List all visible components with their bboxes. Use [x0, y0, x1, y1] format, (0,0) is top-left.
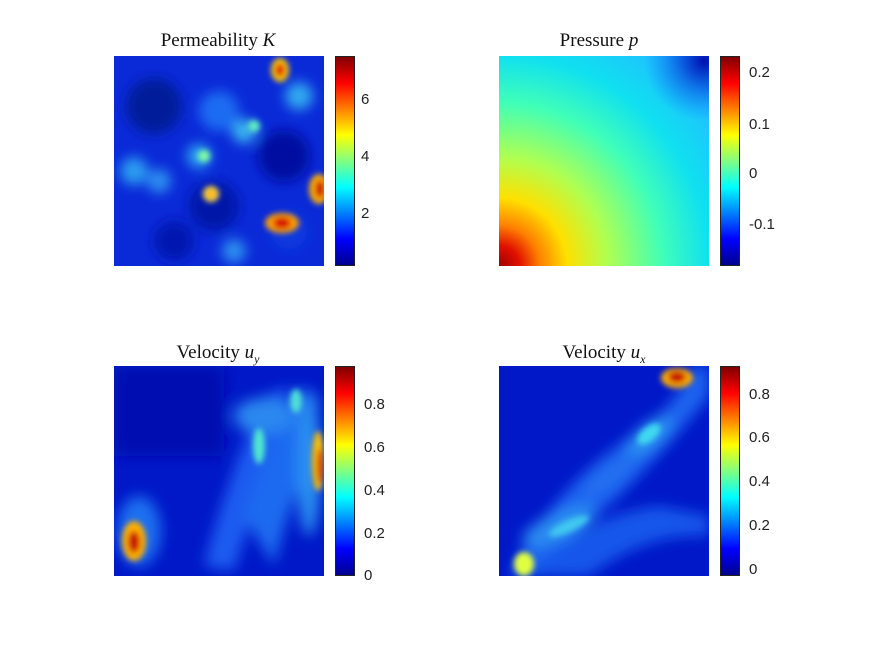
colorbar-velocity-ux — [720, 366, 740, 576]
title-subscript: y — [254, 351, 260, 366]
heatmap-permeability — [114, 56, 324, 266]
cbar-tick-0: 0 — [364, 567, 373, 584]
cbar-tick-0.4: 0.4 — [749, 473, 770, 490]
cbar-tick-6: 6 — [361, 91, 370, 108]
chart-title-velocity-ux: Velocity ux — [484, 342, 724, 367]
chart-title-velocity-uy: Velocity uy — [98, 342, 338, 367]
colorbar-velocity-uy — [335, 366, 355, 576]
title-symbol: uy — [244, 342, 260, 366]
chart-title-permeability: Permeability K — [98, 30, 338, 52]
cbar-tick-0.6: 0.6 — [364, 439, 385, 456]
cbar-tick-0: 0 — [749, 165, 758, 182]
heatmap-velocity-uy — [114, 366, 324, 576]
cbar-tick-0.2: 0.2 — [749, 517, 770, 534]
cbar-tick-2: 2 — [361, 205, 370, 222]
title-text: Pressure — [559, 30, 625, 51]
title-symbol: ux — [630, 342, 646, 366]
title-text: Permeability — [160, 30, 258, 51]
cbar-tick-0.8: 0.8 — [364, 396, 385, 413]
cbar-tick-0.2: 0.2 — [364, 525, 385, 542]
cbar-tick-0.1: 0.1 — [749, 116, 770, 133]
cbar-tick-0: 0 — [749, 561, 758, 578]
heatmap-velocity-ux — [499, 366, 709, 576]
heatmap-pressure — [499, 56, 709, 266]
chart-title-pressure: Pressure p — [479, 30, 719, 52]
title-symbol: K — [262, 30, 276, 51]
cbar-tick-0.2: 0.2 — [749, 64, 770, 81]
title-symbol: p — [628, 30, 639, 51]
cbar-tick-0.8: 0.8 — [749, 386, 770, 403]
title-text: Velocity — [562, 342, 626, 363]
cbar-tick-0.6: 0.6 — [749, 429, 770, 446]
cbar-tick-0.4: 0.4 — [364, 482, 385, 499]
colorbar-permeability — [335, 56, 355, 266]
title-text: Velocity — [176, 342, 240, 363]
cbar-tick-neg0.1: -0.1 — [749, 216, 775, 233]
title-subscript: x — [640, 351, 646, 366]
cbar-tick-4: 4 — [361, 148, 370, 165]
colorbar-pressure — [720, 56, 740, 266]
